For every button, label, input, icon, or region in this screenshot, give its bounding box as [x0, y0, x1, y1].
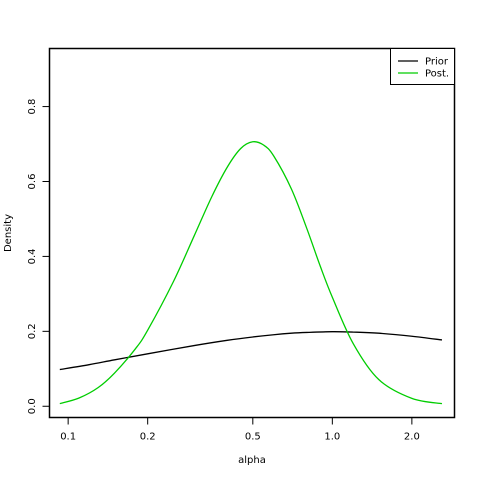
- x-tick-label: 2.0: [404, 432, 420, 443]
- x-tick-label: 0.5: [245, 432, 261, 443]
- series-line-post: [59, 141, 443, 405]
- y-tick-label: 0.0: [27, 398, 38, 414]
- series-layer: [59, 141, 443, 405]
- x-tick-label: 1.0: [324, 432, 340, 443]
- y-tick-label: 0.6: [27, 174, 38, 190]
- y-axis-label: Density: [3, 214, 14, 252]
- y-tick-label: 0.2: [27, 323, 38, 339]
- legend-box: [390, 48, 455, 85]
- y-axis: 0.0 0.2 0.4 0.6 0.8: [27, 99, 50, 414]
- x-axis-label: alpha: [238, 455, 266, 466]
- legend-label: Post.: [425, 69, 449, 80]
- y-tick-label: 0.4: [27, 248, 38, 264]
- x-axis: 0.1 0.2 0.5 1.0 2.0: [60, 417, 420, 443]
- y-tick-label: 0.8: [27, 99, 38, 115]
- series-line-prior: [59, 331, 443, 371]
- legend-label: Prior: [425, 57, 449, 68]
- plot-frame: [48, 47, 456, 419]
- x-tick-label: 0.1: [60, 432, 76, 443]
- x-tick-label: 0.2: [140, 432, 156, 443]
